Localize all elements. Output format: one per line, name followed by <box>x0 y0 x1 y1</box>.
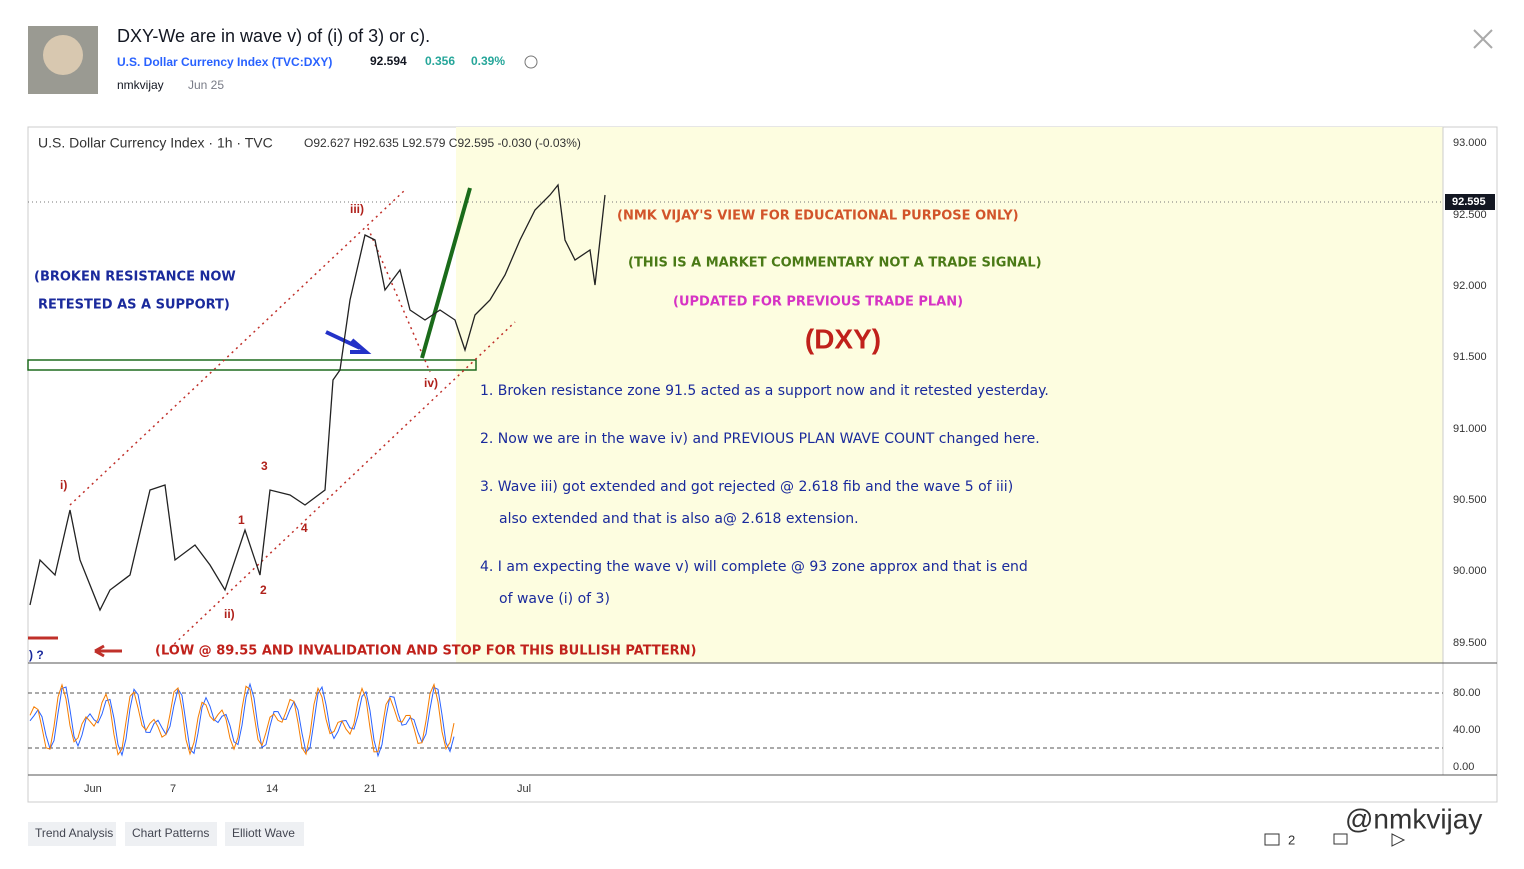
watermark: @nmkvijay <box>1345 803 1482 834</box>
chart-legend: U.S. Dollar Currency Index · 1h · TVC <box>38 135 273 151</box>
y-tick-label: 89.500 <box>1453 637 1487 649</box>
alert-icon[interactable] <box>524 55 538 69</box>
boost-icon[interactable] <box>1391 833 1406 847</box>
y-tick-label: 92.500 <box>1453 209 1487 221</box>
channel-line <box>367 227 431 373</box>
change-pct: 0.39% <box>471 54 505 68</box>
support-note: RETESTED AS A SUPPORT) <box>38 298 230 313</box>
osc-line <box>29 682 455 756</box>
y-tick-label: 92.000 <box>1453 280 1487 292</box>
tag[interactable] <box>28 822 116 846</box>
point: 4. I am expecting the wave v) will compl… <box>480 559 1028 575</box>
wave-label: i) <box>60 478 67 492</box>
avatar-face <box>43 35 83 75</box>
y-tick-label: 90.000 <box>1453 565 1487 577</box>
date: Jun 25 <box>188 78 224 92</box>
y-tick-label: 91.000 <box>1453 423 1487 435</box>
point: of wave (i) of 3) <box>499 591 610 607</box>
channel-line <box>69 189 406 506</box>
osc-tick-label: 0.00 <box>1453 761 1474 773</box>
wave-label: 4 <box>301 521 308 535</box>
channel-line <box>169 321 516 649</box>
highlight-zone <box>456 127 1443 663</box>
point: 2. Now we are in the wave iv) and PREVIO… <box>480 431 1040 447</box>
tag[interactable] <box>225 822 304 846</box>
comment-icon[interactable] <box>1264 833 1280 846</box>
updated-note: (UPDATED FOR PREVIOUS TRADE PLAN) <box>673 295 963 310</box>
wave-label: iii) <box>350 202 364 216</box>
point: 1. Broken resistance zone 91.5 acted as … <box>480 383 1049 399</box>
point: 3. Wave iii) got extended and got reject… <box>480 479 1013 495</box>
symbol-link[interactable]: U.S. Dollar Currency Index (TVC:DXY) <box>117 55 332 69</box>
y-tick-label: 90.500 <box>1453 494 1487 506</box>
tag-label[interactable]: Elliott Wave <box>232 826 295 840</box>
last-price: 92.595 <box>1452 196 1486 208</box>
support-note: (BROKEN RESISTANCE NOW <box>34 270 236 285</box>
last-price-badge <box>1445 194 1495 210</box>
corner-label: ) ? <box>29 648 44 662</box>
wave-label: 1 <box>238 513 245 527</box>
wave-projection <box>420 187 472 359</box>
osc-tick-label: 40.00 <box>1453 724 1481 736</box>
commentary-note: (THIS IS A MARKET COMMENTARY NOT A TRADE… <box>628 256 1042 271</box>
x-tick-label: 21 <box>364 783 376 795</box>
price: 92.594 <box>370 54 407 68</box>
comment-count: 2 <box>1288 832 1295 847</box>
osc-line <box>29 682 455 758</box>
x-tick-label: 14 <box>266 783 278 795</box>
y-tick-label: 93.000 <box>1453 137 1487 149</box>
tag-label[interactable]: Chart Patterns <box>132 826 209 840</box>
y-axis: 93.000 92.500 92.000 91.500 91.000 90.50… <box>1445 137 1495 773</box>
wave-label: ii) <box>224 607 235 621</box>
x-tick-label: Jun <box>84 783 102 795</box>
view-note: (NMK VIJAY'S VIEW FOR EDUCATIONAL PURPOS… <box>617 209 1019 224</box>
tag-label[interactable]: Trend Analysis <box>35 826 113 840</box>
x-tick-label: Jul <box>517 783 531 795</box>
ohlc: O92.627 H92.635 L92.579 C92.595 -0.030 (… <box>304 136 581 150</box>
author[interactable]: nmkvijay <box>117 78 164 92</box>
share-icon[interactable] <box>1333 833 1348 845</box>
price-line <box>29 183 606 612</box>
x-axis: Jun 7 14 21 Jul <box>84 783 531 795</box>
low-note: (LOW @ 89.55 AND INVALIDATION AND STOP F… <box>155 644 697 659</box>
osc-tick-label: 80.00 <box>1453 687 1481 699</box>
idea-title: DXY-We are in wave v) of (i) of 3) or c)… <box>117 26 430 46</box>
change: 0.356 <box>425 54 455 68</box>
x-tick-label: 7 <box>170 783 176 795</box>
arrow <box>325 330 372 354</box>
support-zone <box>27 359 477 371</box>
wave-label: 2 <box>260 583 267 597</box>
arrow <box>94 644 122 658</box>
y-tick-label: 91.500 <box>1453 351 1487 363</box>
close-button[interactable] <box>1473 29 1493 49</box>
symbol-note: (DXY) <box>805 323 881 354</box>
wave-label: 3 <box>261 459 268 473</box>
point: also extended and that is also a@ 2.618 … <box>499 511 859 527</box>
tag[interactable] <box>125 822 217 846</box>
wave-label: iv) <box>424 376 438 390</box>
